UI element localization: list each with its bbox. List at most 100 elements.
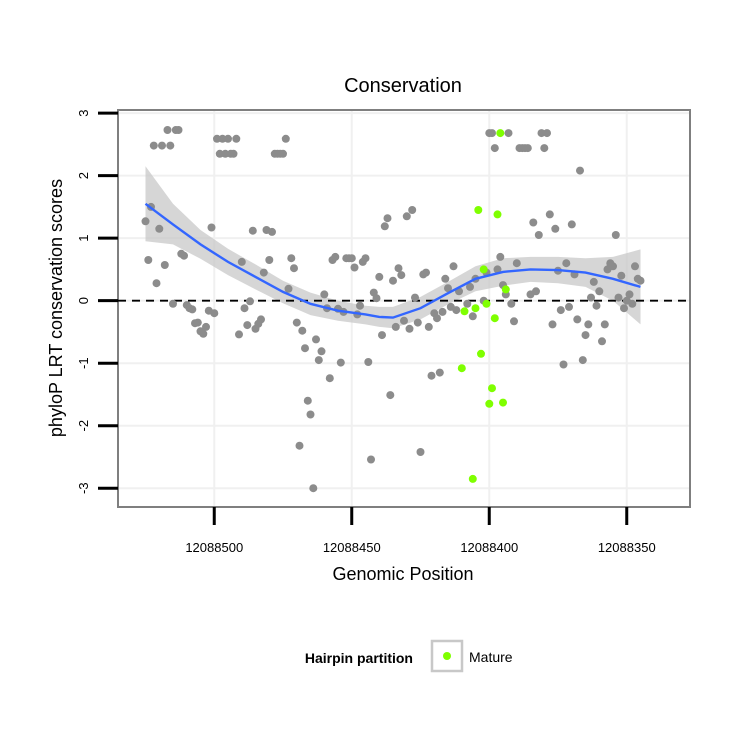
data-point	[243, 321, 252, 330]
data-point	[312, 335, 320, 344]
data-point	[609, 262, 617, 271]
y-tick-label: -1	[76, 357, 91, 369]
data-point	[512, 259, 521, 268]
data-point	[408, 206, 417, 214]
data-point	[306, 410, 315, 419]
legend-title: Hairpin partition	[305, 650, 413, 666]
data-point	[576, 166, 584, 175]
data-point	[438, 307, 447, 316]
data-point	[598, 337, 606, 346]
legend-label-mature: Mature	[469, 649, 513, 665]
data-point	[625, 290, 634, 299]
data-point	[441, 274, 450, 283]
data-point	[463, 299, 472, 308]
data-point-mature	[477, 349, 485, 358]
y-tick-label: -3	[76, 482, 91, 494]
confidence-band-area	[145, 166, 641, 329]
data-point	[587, 293, 595, 302]
data-point	[510, 317, 518, 326]
data-point	[378, 331, 386, 340]
data-point	[562, 259, 571, 268]
data-point-mature	[482, 299, 491, 308]
data-point	[213, 134, 221, 143]
data-point	[202, 322, 210, 331]
data-point	[279, 149, 287, 158]
data-point	[257, 315, 265, 324]
plot-area	[117, 109, 691, 508]
data-point-mature	[460, 307, 469, 316]
data-point	[611, 231, 620, 239]
data-point	[394, 264, 403, 273]
data-point	[292, 318, 301, 327]
data-point	[240, 304, 249, 313]
data-point-mature	[485, 399, 494, 408]
data-point	[160, 261, 169, 269]
data-point	[444, 284, 452, 293]
data-point	[548, 320, 557, 329]
y-tick-label: 3	[76, 109, 91, 116]
data-point	[523, 144, 532, 153]
data-point	[248, 226, 257, 235]
data-point-mature	[499, 398, 507, 407]
data-point	[565, 302, 573, 311]
chart-title: Conservation	[344, 75, 462, 97]
data-point	[246, 297, 254, 306]
data-point	[413, 318, 422, 327]
data-point	[600, 320, 609, 329]
data-point	[507, 299, 516, 308]
data-point	[383, 214, 392, 223]
data-point	[490, 144, 499, 153]
data-point	[543, 129, 551, 138]
data-point	[614, 293, 623, 302]
data-point	[375, 272, 384, 281]
data-point	[534, 231, 543, 239]
y-tick-label: 0	[76, 297, 91, 304]
data-point	[589, 277, 598, 286]
data-point	[397, 271, 406, 280]
data-point	[144, 256, 153, 264]
data-point	[224, 134, 232, 143]
data-point-mature	[488, 384, 496, 393]
data-point	[188, 305, 197, 314]
data-point	[424, 322, 433, 331]
data-point	[295, 441, 304, 450]
y-tick-label: 1	[76, 235, 91, 242]
data-point	[169, 299, 177, 308]
data-point	[551, 224, 560, 233]
data-point	[193, 318, 202, 327]
data-point	[433, 314, 441, 323]
data-point	[628, 299, 637, 308]
data-point-mature	[468, 474, 477, 483]
data-point	[229, 149, 238, 158]
data-point	[174, 126, 183, 134]
data-point	[488, 129, 496, 138]
data-point	[356, 301, 364, 310]
data-point	[235, 330, 243, 339]
data-point	[581, 331, 590, 340]
data-point	[386, 391, 395, 400]
data-point	[155, 224, 164, 233]
data-point	[221, 149, 230, 158]
data-point	[532, 287, 540, 296]
data-point	[578, 356, 587, 365]
data-point	[449, 262, 458, 271]
data-point	[584, 320, 593, 329]
data-point	[367, 455, 375, 464]
data-point	[163, 126, 172, 134]
data-point	[301, 344, 309, 353]
data-point	[325, 374, 334, 383]
data-point	[391, 322, 400, 331]
data-point	[380, 222, 389, 231]
data-point-mature	[471, 304, 480, 313]
data-point-mature	[474, 206, 483, 214]
data-point	[592, 301, 601, 310]
data-point	[232, 134, 241, 143]
data-point	[149, 141, 158, 150]
data-point	[331, 252, 340, 261]
data-point	[556, 306, 565, 315]
data-point	[199, 329, 208, 338]
data-point	[210, 309, 219, 318]
data-point	[435, 368, 444, 377]
y-axis-title: phyloP LRT conservation scores	[46, 179, 66, 437]
